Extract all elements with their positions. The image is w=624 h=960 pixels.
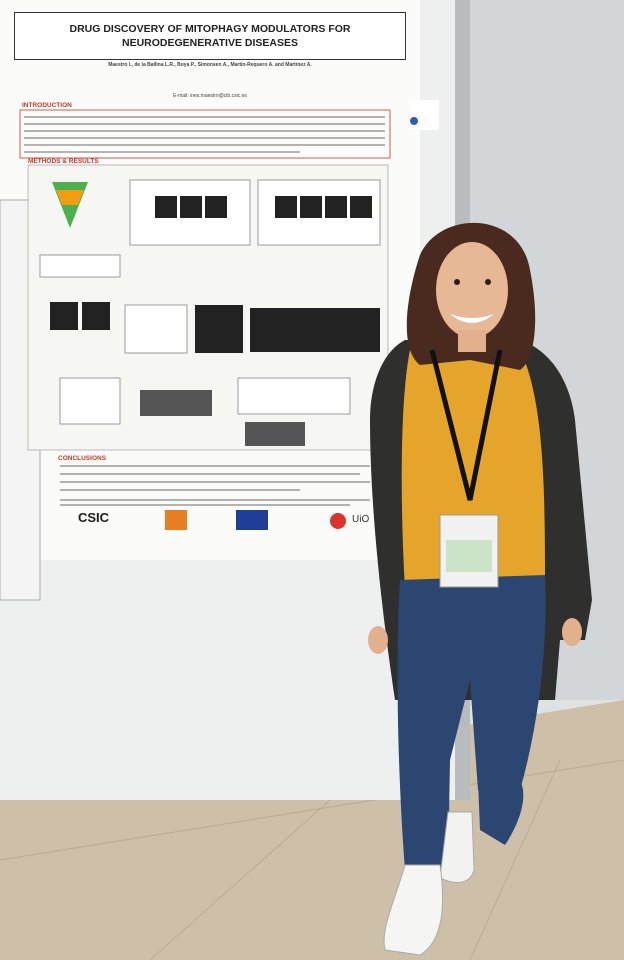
section-header: INTRODUCTION (22, 102, 72, 109)
jeans (478, 780, 524, 845)
sneaker (383, 864, 444, 956)
yellow-top (401, 350, 545, 590)
logo-text: UiO (352, 514, 370, 525)
eye (454, 279, 460, 285)
poster-authors: Maestro I., de la Ballina L.R., Boya P.,… (108, 62, 312, 68)
figure (39, 254, 121, 278)
western-blot (140, 390, 212, 416)
floor-seam (469, 759, 561, 960)
section-header: METHODS & RESULTS (28, 158, 99, 165)
eu-flag (236, 510, 268, 530)
logo-text: CSIC (78, 510, 110, 525)
eye (485, 279, 491, 285)
funnel-figure (56, 190, 84, 205)
hand (562, 618, 582, 646)
figure (59, 377, 121, 425)
logo (330, 513, 346, 529)
jeans (397, 575, 546, 870)
poster-email: E-mail: ines.maestro@cib.csic.es (173, 93, 247, 99)
intro-text-lines (24, 116, 385, 153)
label-dot (410, 117, 418, 125)
figure (124, 304, 188, 354)
floor-seam (149, 799, 331, 960)
western-blot (245, 422, 305, 446)
badge-content (446, 540, 492, 572)
logo (165, 510, 187, 530)
conclusion-text-lines (60, 465, 370, 506)
figure (237, 377, 351, 415)
smile (450, 314, 494, 323)
face (436, 242, 508, 338)
hand (368, 626, 388, 654)
micrographs (50, 196, 380, 353)
lanyard (429, 349, 503, 501)
poster-label (409, 100, 439, 130)
neck (458, 330, 486, 352)
intro-box (19, 109, 391, 159)
poster-title: DRUG DISCOVERY OF MITOPHAGY MODULATORS F… (14, 12, 406, 60)
section-header: CONCLUSIONS (58, 455, 107, 462)
